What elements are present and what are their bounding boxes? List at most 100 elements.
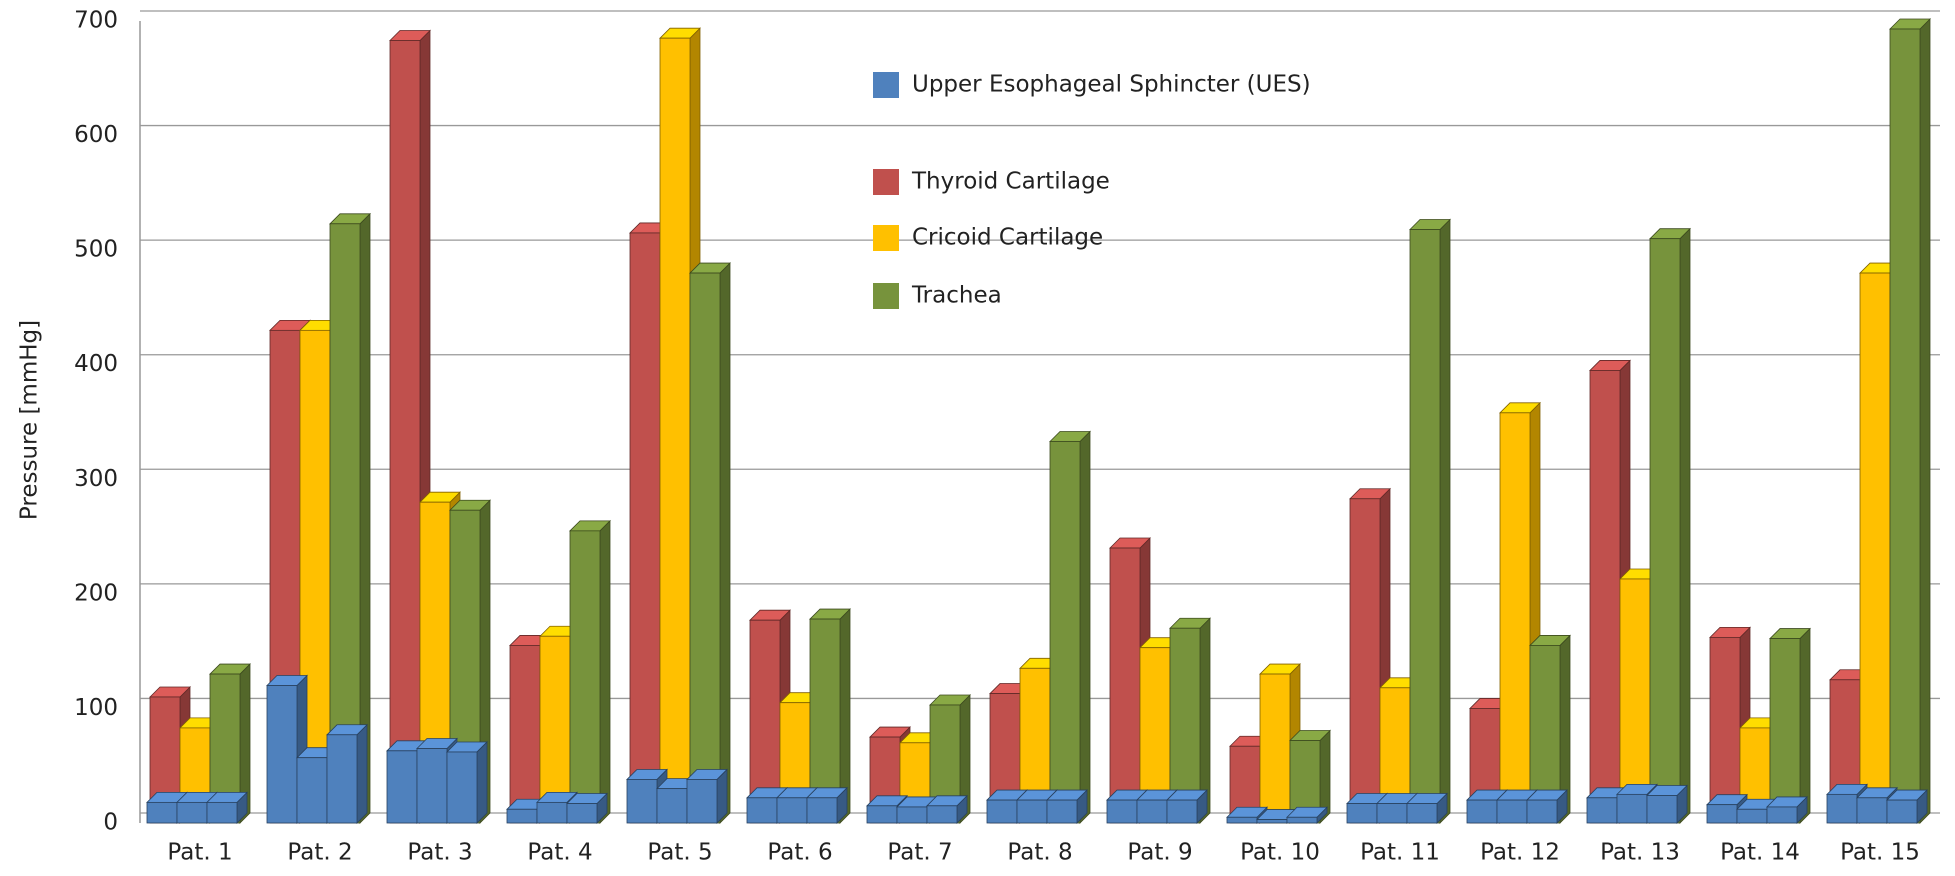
legend-swatch — [873, 169, 899, 195]
bar-front — [866, 805, 898, 824]
bar-front — [1049, 441, 1081, 824]
legend-label: Trachea — [911, 283, 1002, 309]
x-tick-label: Pat. 10 — [1240, 840, 1320, 866]
y-tick-label: 0 — [103, 810, 118, 836]
bar-front — [1619, 578, 1651, 824]
bar-front — [1106, 799, 1138, 824]
bar-front — [296, 757, 328, 824]
bar-front — [1646, 795, 1678, 824]
y-tick-label: 300 — [74, 466, 118, 492]
bar-front — [146, 801, 178, 824]
legend-label: Thyroid Cartilage — [911, 169, 1110, 195]
bar — [1349, 487, 1391, 824]
bar-front — [806, 797, 838, 824]
bar-front — [1856, 797, 1888, 824]
x-tick-label: Pat. 3 — [407, 840, 472, 866]
bar-front — [629, 232, 661, 824]
bar-front — [986, 799, 1018, 824]
bar-front — [1349, 498, 1381, 824]
bar-front — [1016, 799, 1048, 824]
bar — [1769, 627, 1811, 824]
bar-side — [1919, 18, 1931, 824]
bar-front — [1826, 793, 1858, 824]
bar-front — [1499, 412, 1531, 824]
bar-front — [1256, 819, 1288, 824]
bar-front — [1109, 547, 1141, 824]
bar-front — [1886, 799, 1918, 824]
x-tick-label: Pat. 9 — [1127, 840, 1192, 866]
bar-front — [1046, 799, 1078, 824]
bar-front — [566, 803, 598, 824]
bar-front — [386, 750, 418, 824]
bar-front — [689, 272, 721, 824]
bar-front — [1616, 793, 1648, 824]
bar-side — [1079, 430, 1091, 824]
bar — [1886, 789, 1928, 824]
x-tick-label: Pat. 4 — [527, 840, 592, 866]
bar-front — [1286, 816, 1318, 824]
bar-front — [1769, 638, 1801, 824]
bar-front — [569, 530, 601, 824]
bar-side — [1799, 627, 1811, 824]
bar-side — [1679, 227, 1691, 824]
bar-front — [506, 808, 538, 824]
bar-front — [896, 806, 928, 824]
x-tick-label: Pat. 11 — [1360, 840, 1440, 866]
bar-front — [1649, 238, 1681, 824]
legend-swatch — [873, 283, 899, 309]
bar-front — [1136, 799, 1168, 824]
bar-side — [599, 519, 611, 824]
bar — [569, 519, 611, 824]
bar-front — [509, 645, 541, 824]
bar-front — [656, 788, 688, 824]
bar-front — [206, 801, 238, 824]
x-tick-label: Pat. 7 — [887, 840, 952, 866]
bar-front — [1496, 799, 1528, 824]
bar-front — [1526, 799, 1558, 824]
bar-front — [1166, 799, 1198, 824]
bar-front — [1409, 229, 1441, 824]
y-tick-label: 100 — [74, 695, 118, 721]
y-tick-label: 600 — [74, 122, 118, 148]
bar-front — [329, 223, 361, 824]
bar — [1409, 218, 1451, 824]
bar-side — [356, 723, 368, 824]
bar-front — [326, 734, 358, 824]
bar-front — [536, 801, 568, 824]
bar-front — [926, 805, 958, 824]
bar — [326, 723, 368, 824]
bar-front — [266, 685, 298, 824]
x-tick-label: Pat. 13 — [1600, 840, 1680, 866]
bar-side — [476, 741, 488, 824]
bar-front — [1859, 272, 1891, 824]
bar-front — [389, 40, 421, 824]
bar-front — [1259, 673, 1291, 824]
bar — [1046, 789, 1088, 824]
bar — [1286, 806, 1328, 824]
bar-side — [1439, 218, 1451, 824]
legend-label: Upper Esophageal Sphincter (UES) — [912, 72, 1311, 98]
x-tick-label: Pat. 8 — [1007, 840, 1072, 866]
x-tick-label: Pat. 5 — [647, 840, 712, 866]
legend-swatch — [873, 225, 899, 251]
y-tick-label: 400 — [74, 351, 118, 377]
bar-front — [659, 37, 691, 824]
bar-front — [776, 797, 808, 824]
bar-front — [1706, 804, 1738, 824]
x-tick-label: Pat. 14 — [1720, 840, 1800, 866]
bar-front — [1589, 370, 1621, 824]
bar-side — [719, 262, 731, 824]
bar-front — [686, 779, 718, 824]
bar — [1649, 227, 1691, 824]
bar-front — [1376, 803, 1408, 824]
bar — [689, 262, 731, 824]
bar-front — [1586, 797, 1618, 824]
x-tick-label: Pat. 15 — [1840, 840, 1920, 866]
x-tick-label: Pat. 6 — [767, 840, 832, 866]
bar-front — [1406, 803, 1438, 824]
bar — [1766, 795, 1808, 824]
y-axis-label: Pressure [mmHg] — [17, 320, 43, 520]
bar — [566, 792, 608, 824]
bar — [926, 794, 968, 824]
